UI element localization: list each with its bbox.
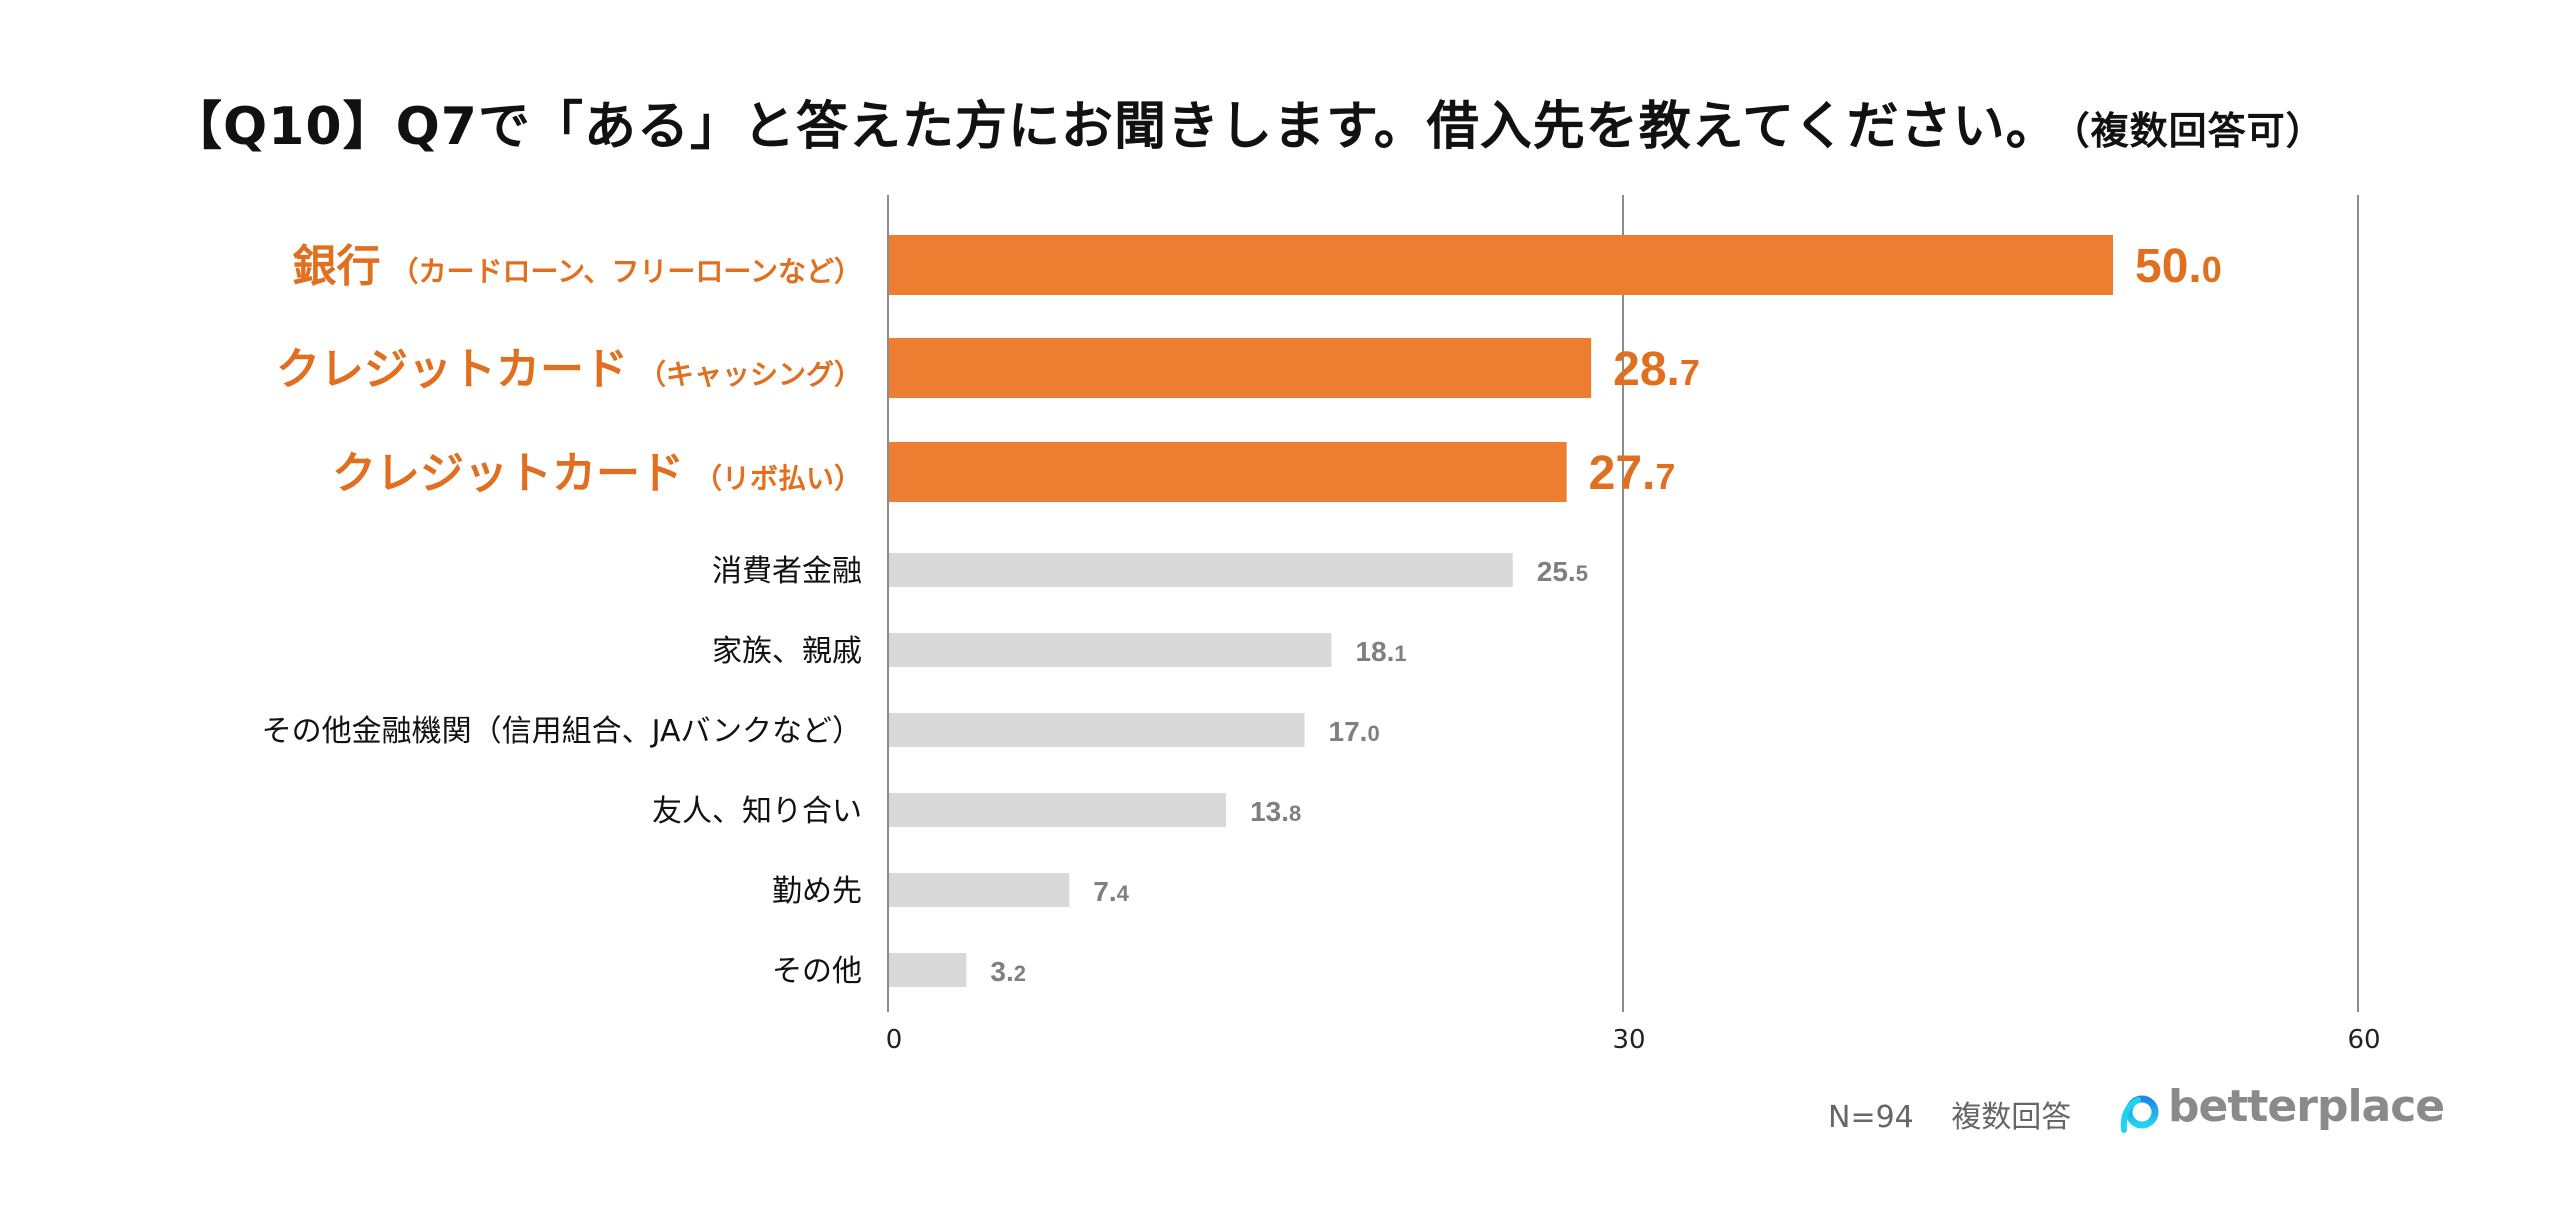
bar-2 [889,442,1567,502]
value-label: 25.5 [1537,556,1588,587]
logo-mark-icon [2120,1078,2159,1133]
chart-title-main: 【Q10】Q7で「ある」と答えた方にお聞きします。借入先を教えてください。 [170,97,2059,157]
category-label: その他 [772,954,862,989]
category-label-main: その他 [772,954,862,989]
bar-5 [889,713,1305,747]
bar-0 [889,235,2113,295]
category-label: クレジットカード （キャッシング） [276,344,862,395]
bar-8 [889,953,967,987]
betterplace-logo: betterplace [2118,1078,2445,1134]
category-label-main: 消費者金融 [712,554,862,589]
x-axis-ticks: 0 30 60 [886,1025,2381,1055]
category-label-main: その他金融機関（信用組合、JAバンクなど） [262,714,862,749]
bar-7 [889,873,1070,907]
bar-1 [889,338,1592,398]
bar-4 [889,633,1332,667]
category-label: その他金融機関（信用組合、JAバンクなど） [262,714,862,749]
logo-text: betterplace [2168,1080,2445,1132]
category-label-main: 友人、知り合い [652,794,862,829]
category-label: 勤め先 [772,874,862,909]
category-labels: 銀行 （カードローン、フリーローンなど）クレジットカード （キャッシング）クレジット… [262,241,862,989]
sample-size: N=94 [1828,1100,1914,1135]
category-label-main: クレジットカード [276,344,628,395]
category-label-note: （リボ払い） [694,462,862,495]
value-label: 28.7 [1613,343,1700,396]
value-label: 7.4 [1093,876,1129,907]
chart-title-sub: （複数回答可） [2070,109,2325,153]
category-label-note: （キャッシング） [638,358,862,391]
value-label: 27.7 [1589,447,1676,500]
value-label: 13.8 [1250,796,1301,827]
value-label: 3.2 [990,956,1026,987]
footnote: N=94 複数回答 [1828,1092,2099,1136]
x-tick-label: 0 [886,1025,903,1055]
value-label: 50.0 [2135,240,2222,293]
x-tick-label: 30 [1612,1025,1645,1055]
category-label-main: 銀行 [292,241,380,292]
category-label-main: 家族、親戚 [712,634,862,669]
bars [889,235,2113,987]
category-label-main: 勤め先 [772,874,862,909]
chart-title: 【Q10】Q7で「ある」と答えた方にお聞きします。借入先を教えてください。 （複数… [170,84,2325,159]
value-labels: 50.0 28.7 27.7 25.5 18.1 17.0 13.8 7.4 3.2 [990,240,2221,987]
category-label-main: クレジットカード [332,448,684,499]
category-label: 銀行 （カードローン、フリーローンなど） [292,241,862,292]
answer-type-note: 複数回答 [1951,1100,2072,1135]
category-label: クレジットカード （リボ払い） [332,448,862,499]
value-label: 18.1 [1355,636,1406,667]
x-tick-label: 60 [2347,1025,2380,1055]
bar-6 [889,793,1227,827]
value-label: 17.0 [1329,716,1380,747]
category-label: 友人、知り合い [652,794,862,829]
category-label: 消費者金融 [712,554,862,589]
gridlines [887,195,2359,1012]
bar-3 [889,553,1513,587]
category-label: 家族、親戚 [712,634,862,669]
category-label-note: （カードローン、フリーローンなど） [390,255,862,288]
